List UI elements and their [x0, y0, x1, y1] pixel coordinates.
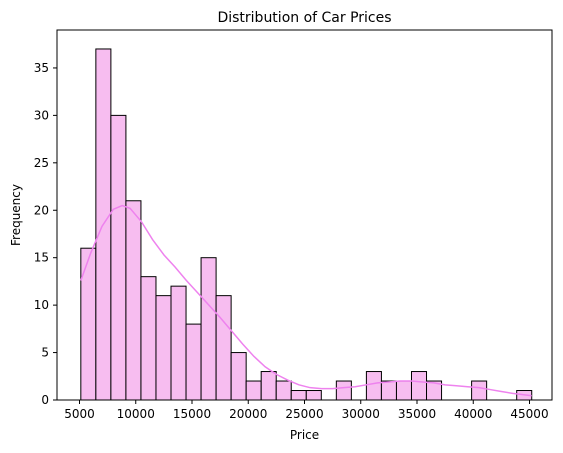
x-tick-label: 30000 — [342, 407, 380, 421]
y-tick-label: 30 — [34, 108, 49, 122]
histogram-bar — [380, 380, 397, 401]
histogram-bar — [275, 380, 292, 401]
x-tick-label: 25000 — [285, 407, 323, 421]
histogram-bar — [245, 380, 262, 401]
x-tick-label: 40000 — [454, 407, 492, 421]
kde-curve — [80, 204, 532, 397]
histogram-bar — [80, 247, 97, 401]
x-tick-label: 35000 — [398, 407, 436, 421]
y-tick-label: 5 — [41, 346, 49, 360]
y-tick-label: 15 — [34, 251, 49, 265]
x-tick-label: 15000 — [173, 407, 211, 421]
y-tick-label: 25 — [34, 156, 49, 170]
y-tick-label: 35 — [34, 61, 49, 75]
histogram-bar — [125, 200, 142, 401]
x-tick-label: 20000 — [229, 407, 267, 421]
histogram-bar — [471, 380, 488, 401]
histogram-bar — [110, 114, 127, 401]
chart-title: Distribution of Car Prices — [217, 10, 391, 26]
x-tick-label: 45000 — [510, 407, 548, 421]
y-tick-label: 10 — [34, 298, 49, 312]
histogram-bar — [140, 276, 157, 401]
x-axis-ticks: 5000 10000 15000 20000 25000 30000 35000 40000 4… — [64, 400, 549, 421]
histogram-bar — [185, 323, 202, 401]
histogram-bar — [395, 380, 412, 401]
y-tick-label: 0 — [41, 393, 49, 407]
y-tick-label: 20 — [34, 203, 49, 217]
histogram-bar — [410, 371, 428, 401]
x-tick-label: 10000 — [117, 407, 155, 421]
histogram-bar — [170, 285, 187, 401]
histogram-bar — [335, 380, 352, 401]
histogram-bar — [365, 371, 382, 401]
histogram-bar — [155, 295, 172, 401]
y-axis-label: Frequency — [9, 184, 23, 246]
x-tick-label: 5000 — [64, 407, 95, 421]
histogram-bar — [305, 390, 322, 401]
y-axis-ticks: 0 5 10 15 20 25 30 35 — [34, 61, 57, 407]
histogram-bars — [80, 48, 533, 401]
histogram-bar — [215, 295, 232, 401]
histogram-bar — [290, 390, 307, 401]
histogram-bar — [230, 352, 247, 401]
histogram-bar — [260, 371, 277, 401]
x-axis-label: Price — [290, 428, 319, 442]
histogram-bar — [200, 257, 217, 401]
